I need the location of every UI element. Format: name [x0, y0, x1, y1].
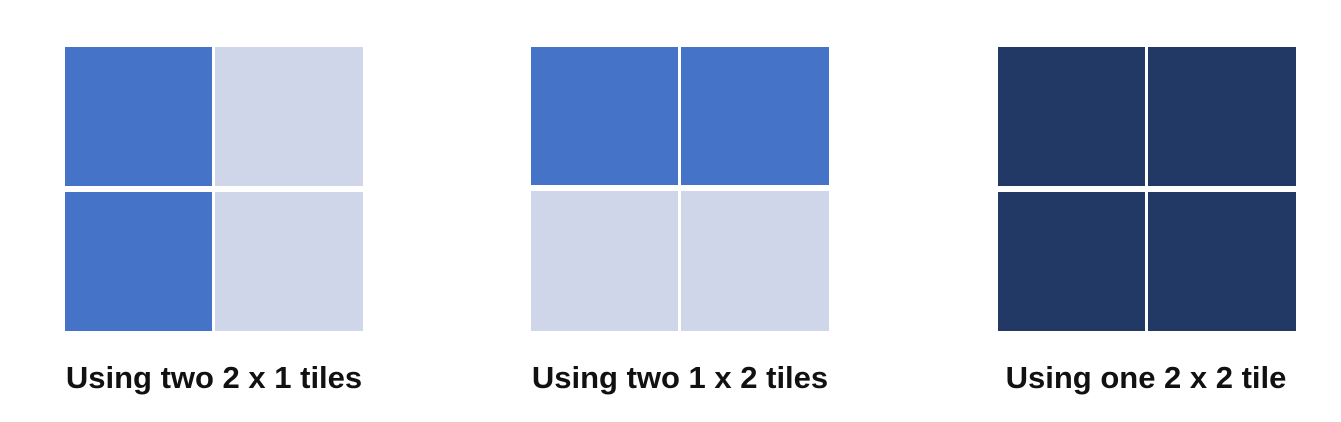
grid-cell-bottom-left	[531, 191, 678, 331]
panel-caption: Using one 2 x 2 tile	[946, 358, 1341, 398]
grid-cell-top-right	[1148, 47, 1296, 186]
grid-cell-top-left	[65, 47, 212, 186]
panel-caption: Using two 2 x 1 tiles	[14, 358, 414, 398]
panel-one-2x2-tile: Using one 2 x 2 tile	[946, 0, 1341, 422]
grid-cell-top-left	[531, 47, 678, 185]
grid-cell-bottom-left	[65, 192, 212, 331]
grid-cell-bottom-right	[1148, 192, 1296, 331]
grid-cell-top-left	[998, 47, 1145, 186]
panel-two-2x1-tiles: Using two 2 x 1 tiles	[14, 0, 414, 422]
tile-grid	[65, 47, 363, 331]
grid-cell-bottom-right	[215, 192, 363, 331]
grid-cell-top-right	[215, 47, 363, 186]
grid-cell-bottom-left	[998, 192, 1145, 331]
grid-cell-bottom-right	[681, 191, 829, 331]
panel-caption: Using two 1 x 2 tiles	[480, 358, 880, 398]
grid-cell-top-right	[681, 47, 829, 185]
tile-grid	[531, 47, 829, 331]
panel-two-1x2-tiles: Using two 1 x 2 tiles	[480, 0, 880, 422]
tile-grid	[998, 47, 1296, 331]
